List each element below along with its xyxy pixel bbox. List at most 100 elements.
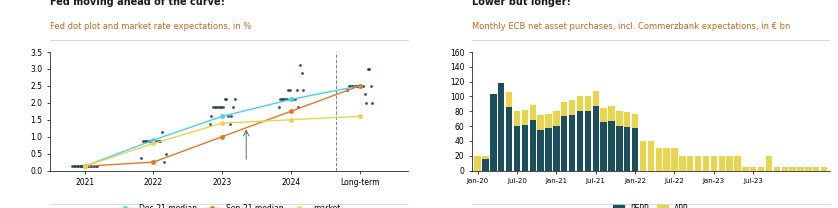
- Bar: [758, 167, 764, 171]
- Point: [158, 160, 171, 164]
- Sep-21 median: [148, 161, 158, 163]
- Point: [225, 114, 238, 117]
- Point: [67, 165, 80, 168]
- Bar: [750, 167, 757, 171]
- Point: [280, 97, 293, 100]
- Point: [215, 105, 228, 109]
- Point: [69, 165, 82, 168]
- Bar: [718, 156, 725, 171]
- Text: Fed dot plot and market rate expectations, in %: Fed dot plot and market rate expectation…: [50, 22, 251, 31]
- Point: [138, 139, 152, 143]
- Point: [220, 97, 233, 100]
- Bar: [506, 107, 512, 171]
- Point: [283, 88, 297, 92]
- Bar: [521, 125, 528, 171]
- Point: [226, 105, 240, 109]
- Bar: [616, 111, 623, 126]
- Bar: [530, 120, 536, 171]
- Bar: [773, 167, 780, 171]
- Point: [297, 88, 310, 92]
- Point: [87, 165, 101, 168]
- Point: [65, 165, 79, 168]
- Point: [218, 97, 231, 100]
- Bar: [687, 156, 694, 171]
- Sep-21 median: [354, 85, 365, 87]
- Bar: [569, 100, 576, 115]
- Point: [156, 131, 169, 134]
- Point: [365, 101, 379, 104]
- Line: Dec-21 median: Dec-21 median: [83, 84, 361, 168]
- Point: [357, 84, 370, 88]
- Bar: [592, 106, 599, 171]
- Bar: [600, 122, 607, 171]
- Bar: [483, 156, 489, 160]
- Text: Monthly ECB net asset purchases, incl. Commerzbank expectations, in € bn: Monthly ECB net asset purchases, incl. C…: [472, 22, 790, 31]
- Bar: [679, 156, 685, 171]
- Point: [345, 84, 359, 88]
- Bar: [608, 121, 615, 171]
- market: [286, 119, 296, 121]
- Line: market: market: [83, 115, 361, 168]
- Point: [213, 105, 226, 109]
- Point: [275, 97, 288, 100]
- Bar: [546, 128, 551, 171]
- Point: [361, 67, 375, 71]
- Bar: [813, 167, 820, 171]
- Point: [77, 165, 91, 168]
- Bar: [553, 111, 560, 126]
- Point: [70, 165, 83, 168]
- Bar: [695, 156, 701, 171]
- Point: [221, 114, 235, 117]
- Point: [153, 139, 167, 143]
- Point: [364, 84, 377, 88]
- Point: [150, 139, 163, 143]
- Bar: [537, 130, 544, 171]
- Dec-21 median: [286, 98, 296, 101]
- market: [148, 142, 158, 145]
- Point: [340, 88, 354, 92]
- Point: [142, 139, 155, 143]
- Bar: [727, 156, 733, 171]
- Bar: [530, 105, 536, 120]
- Bar: [742, 167, 748, 171]
- Point: [211, 105, 225, 109]
- Point: [278, 97, 292, 100]
- Bar: [585, 97, 591, 111]
- Dec-21 median: [354, 85, 365, 87]
- Point: [295, 72, 308, 75]
- Bar: [561, 116, 567, 171]
- Point: [293, 63, 307, 66]
- Point: [292, 105, 305, 109]
- Legend: PEPP, APP: PEPP, APP: [610, 201, 692, 208]
- Bar: [506, 92, 512, 107]
- Dec-21 median: [148, 139, 158, 141]
- Bar: [639, 141, 646, 171]
- Bar: [624, 112, 630, 127]
- Text: Fed moving ahead of the curve!: Fed moving ahead of the curve!: [50, 0, 225, 7]
- Point: [208, 105, 221, 109]
- Bar: [703, 156, 709, 171]
- Legend: Dec-21 median, Sep-21 median, market: Dec-21 median, Sep-21 median, market: [115, 201, 344, 208]
- Point: [360, 101, 373, 104]
- Point: [272, 105, 285, 109]
- Point: [75, 165, 88, 168]
- Point: [145, 139, 158, 143]
- Line: Sep-21 median: Sep-21 median: [83, 84, 361, 168]
- Point: [86, 165, 100, 168]
- Bar: [608, 106, 615, 121]
- Bar: [498, 83, 504, 171]
- Bar: [624, 127, 630, 171]
- Bar: [671, 148, 678, 171]
- market: [80, 165, 90, 168]
- Bar: [766, 156, 772, 171]
- Dec-21 median: [80, 165, 90, 168]
- Dec-21 median: [217, 115, 227, 118]
- Point: [75, 165, 89, 168]
- Bar: [577, 97, 583, 111]
- Point: [147, 139, 160, 143]
- Bar: [490, 94, 497, 171]
- Bar: [648, 141, 654, 171]
- Bar: [600, 108, 607, 122]
- Point: [344, 84, 357, 88]
- Bar: [805, 167, 811, 171]
